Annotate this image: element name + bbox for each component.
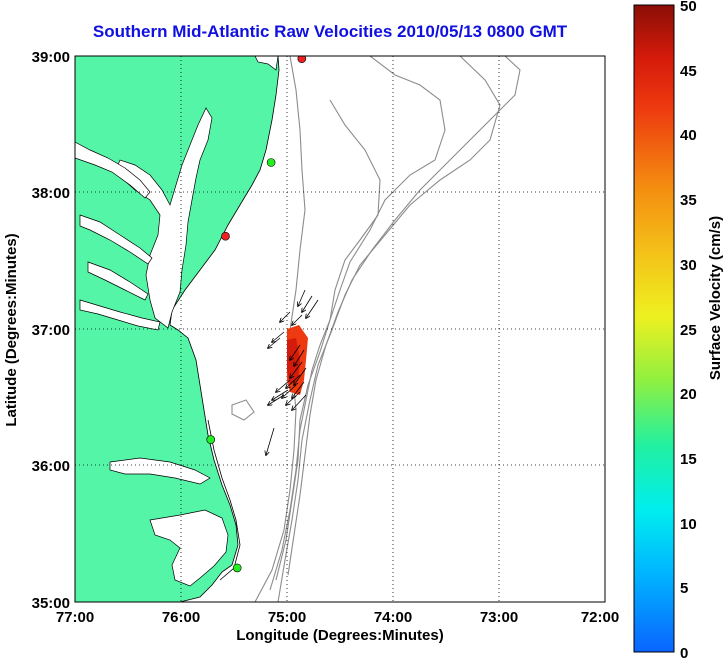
colorbar-tick-label: 30 [680,257,697,274]
colorbar-tick-label: 40 [680,127,697,144]
station-marker-red [221,231,230,241]
colorbar-tick-label: 0 [680,645,688,659]
colorbar [633,4,675,653]
x-tick-label: 74:00 [374,609,412,626]
chesapeake-bay [114,107,213,329]
y-tick-label: 36:00 [32,458,70,475]
colorbar-tick-label: 50 [680,0,697,15]
y-tick-label: 35:00 [32,595,70,612]
rappahannock-river [79,214,153,265]
y-axis-title: Latitude (Degrees:Minutes) [3,233,20,426]
station-markers [206,56,307,573]
y-tick-label: 39:00 [32,49,70,66]
x-tick-label: 77:00 [56,609,94,626]
x-tick-label: 72:00 [581,609,619,626]
albemarle-sound [109,457,211,485]
colorbar-title: Surface Velocity (cm/s) [707,216,724,380]
station-marker-green [266,158,276,167]
y-tick-labels: 39:00 38:00 37:00 36:00 35:00 [32,49,70,612]
pamlico-sound [149,509,229,587]
y-tick-label: 38:00 [32,185,70,202]
james-river [79,299,161,331]
x-tick-label: 73:00 [480,609,518,626]
x-tick-label: 76:00 [162,609,200,626]
colorbar-tick-label: 45 [680,63,697,80]
x-axis-title: Longitude (Degrees:Minutes) [236,627,444,644]
station-marker-green [206,435,215,444]
x-tick-label: 75:00 [268,609,306,626]
barrier-islands [207,419,241,581]
colorbar-tick-label: 20 [680,386,697,403]
station-marker-red [297,56,307,63]
delaware-bay [254,56,279,71]
colorbar-tick-label: 15 [680,451,697,468]
y-tick-label: 37:00 [32,322,70,339]
york-river [87,261,149,301]
colorbar-tick-label: 25 [680,322,697,339]
colorbar-tick-label: 10 [680,516,697,533]
colorbar-tick-label: 35 [680,192,697,209]
velocity-arrows [266,289,319,455]
station-marker-green [232,563,242,573]
plot-frame [74,55,606,603]
colorbar-tick-label: 5 [680,580,688,597]
colorbar-tick-labels: 50 45 40 35 30 25 20 15 10 5 0 [680,0,697,659]
map-title: Southern Mid-Atlantic Raw Velocities 201… [92,22,568,41]
potomac-river [75,141,151,199]
x-tick-labels: 77:00 76:00 75:00 74:00 73:00 72:00 [56,609,619,626]
